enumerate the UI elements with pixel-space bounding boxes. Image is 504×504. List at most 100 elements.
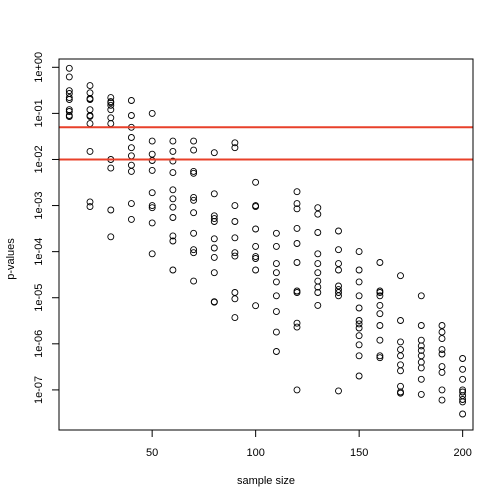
data-point [335,246,342,254]
data-point [148,219,156,227]
data-point [190,209,198,217]
data-point [335,292,342,300]
data-point [438,368,446,376]
data-point [417,322,425,329]
data-point [86,198,94,206]
data-point [148,189,156,197]
data-point [65,94,73,102]
data-point [459,355,467,362]
y-tick-label: 1e-05 [33,284,45,312]
data-point [417,390,425,398]
data-point [252,178,260,186]
data-point [293,205,301,213]
data-point [314,283,322,291]
x-tick-label: 50 [146,447,158,459]
data-point [417,342,425,350]
data-point [169,147,177,155]
data-point [314,229,322,236]
data-point [397,352,404,360]
data-point [438,386,446,394]
data-point [438,322,446,329]
data-point [438,328,446,336]
data-point [293,224,301,232]
data-point [459,410,467,418]
data-point [210,298,218,306]
data-point [169,266,177,274]
data-point [355,292,363,300]
reference-lines [59,126,473,161]
data-point [231,202,239,210]
data-point [355,332,363,340]
data-point [65,113,73,121]
data-point [252,302,260,310]
data-point [190,277,198,285]
data-point [397,389,404,397]
y-tick-label: 1e-02 [33,145,45,173]
data-point [272,229,280,237]
data-point [86,96,94,103]
data-point [397,338,404,346]
data-point [86,112,94,120]
data-point [190,167,198,175]
data-point [459,365,467,373]
data-point [417,346,425,354]
data-point [252,255,260,262]
data-point [65,108,73,115]
data-point [459,375,467,383]
data-point [107,94,115,102]
data-point [127,200,135,208]
data-point [148,109,156,117]
data-point [272,308,280,316]
data-point [417,375,425,383]
data-point [127,112,135,119]
data-point [231,234,239,242]
data-point [190,196,198,204]
data-point [231,252,239,260]
data-point [169,203,177,211]
y-tick-label: 1e-06 [33,330,45,358]
data-point [335,387,342,395]
y-axis-label: p-values [5,238,17,280]
data-point [272,328,280,336]
data-point [252,242,260,250]
data-point [210,149,218,157]
data-point [65,87,73,95]
data-point [169,214,177,221]
data-point [169,186,177,194]
data-point [314,260,322,268]
data-point [190,137,198,145]
data-point [272,242,280,250]
data-point [190,229,198,237]
data-point [376,336,384,344]
data-point [86,82,94,90]
data-point [314,204,322,212]
data-point [169,169,177,177]
data-point [314,210,322,218]
data-point [397,367,404,375]
data-point [376,354,384,362]
data-point [438,346,446,354]
data-point [417,364,425,372]
data-point [107,101,115,109]
data-point [335,282,342,290]
data-point [252,225,260,233]
y-tick-label: 1e-07 [33,376,45,404]
data-point [355,352,363,360]
data-point [438,396,446,404]
data-point [355,320,363,328]
x-axis: 50 100 150 200 [146,429,472,459]
data-point [210,244,218,252]
y-tick-label: 1e-03 [33,191,45,219]
data-point [127,134,135,141]
data-point [293,240,301,247]
data-point [293,259,301,266]
data-point [148,166,156,174]
data-point [210,269,218,277]
data-point [169,195,177,203]
data-point [210,253,218,261]
data-point [314,250,322,258]
x-tick-label: 100 [246,447,264,459]
data-point [86,147,94,155]
data-point [272,348,280,355]
